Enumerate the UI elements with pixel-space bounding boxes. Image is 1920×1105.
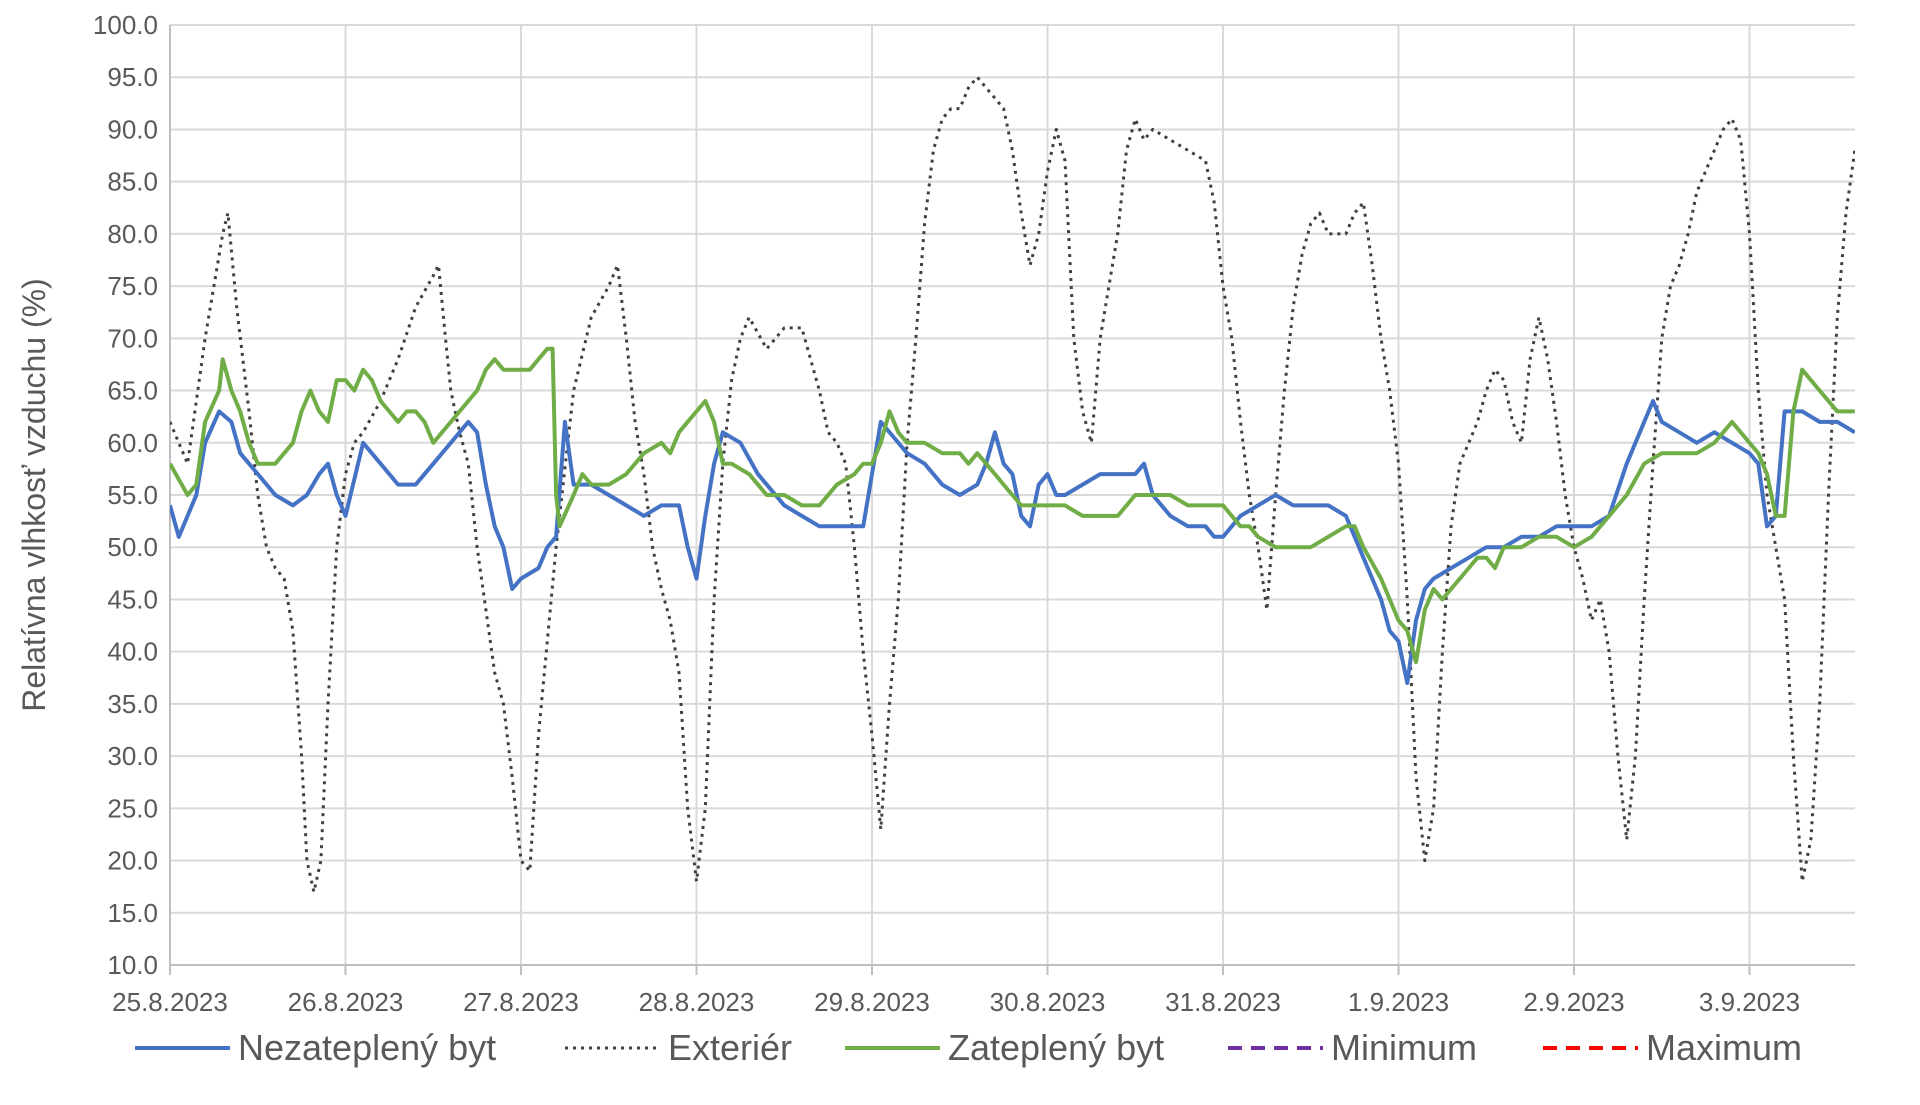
series-line-nezatepleny-byt: [170, 399, 1855, 685]
y-tick-label: 20.0: [107, 846, 158, 876]
legend-label: Minimum: [1331, 1027, 1477, 1068]
legend-item-zatepleny-byt: Zateplený byt: [845, 1027, 1164, 1068]
y-tick-label: 75.0: [107, 271, 158, 301]
y-tick-label: 15.0: [107, 898, 158, 928]
x-tick-label: 2.9.2023: [1523, 987, 1624, 1017]
y-tick-label: 95.0: [107, 62, 158, 92]
legend-label: Maximum: [1646, 1027, 1802, 1068]
y-tick-label: 10.0: [107, 950, 158, 980]
series-line-zatepleny-byt: [170, 346, 1855, 665]
legend-item-exterier: Exteriér: [565, 1027, 792, 1068]
series-line-exterier: [170, 75, 1855, 894]
x-tick-label: 3.9.2023: [1699, 987, 1800, 1017]
x-tick-label: 30.8.2023: [990, 987, 1106, 1017]
y-tick-label: 80.0: [107, 219, 158, 249]
series-lines: [170, 75, 1855, 894]
y-tick-label: 35.0: [107, 689, 158, 719]
x-tick-label: 26.8.2023: [288, 987, 404, 1017]
legend-label: Nezateplený byt: [238, 1027, 496, 1068]
x-tick-label: 29.8.2023: [814, 987, 930, 1017]
y-tick-label: 70.0: [107, 323, 158, 353]
y-tick-label: 30.0: [107, 741, 158, 771]
y-tick-label: 60.0: [107, 428, 158, 458]
axes: 10.0 15.0 20.0 25.0 30.0 35.0 40.0 45.0 50.0 55.0…: [16, 10, 1855, 1017]
y-tick-label: 55.0: [107, 480, 158, 510]
legend-item-maximum: Maximum: [1543, 1027, 1802, 1068]
x-tick-label: 28.8.2023: [639, 987, 755, 1017]
legend: Nezateplený byt Exteriér Zateplený byt Mini…: [135, 1027, 1802, 1068]
x-tick-label: 25.8.2023: [112, 987, 228, 1017]
y-tick-label: 65.0: [107, 376, 158, 406]
y-tick-label: 85.0: [107, 167, 158, 197]
legend-item-minimum: Minimum: [1228, 1027, 1477, 1068]
y-tick-label: 100.0: [93, 10, 158, 40]
y-tick-label: 50.0: [107, 532, 158, 562]
legend-item-nezatepleny-byt: Nezateplený byt: [135, 1027, 496, 1068]
y-tick-label: 90.0: [107, 114, 158, 144]
y-tick-label: 40.0: [107, 637, 158, 667]
y-axis-title: Relatívna vlhkosť vzduchu (%): [16, 278, 52, 712]
x-tick-label: 1.9.2023: [1348, 987, 1449, 1017]
x-tick-label: 31.8.2023: [1165, 987, 1281, 1017]
y-tick-label: 25.0: [107, 793, 158, 823]
x-tick-label: 27.8.2023: [463, 987, 579, 1017]
y-tick-label: 45.0: [107, 584, 158, 614]
legend-label: Exteriér: [668, 1027, 792, 1068]
legend-label: Zateplený byt: [948, 1027, 1164, 1068]
